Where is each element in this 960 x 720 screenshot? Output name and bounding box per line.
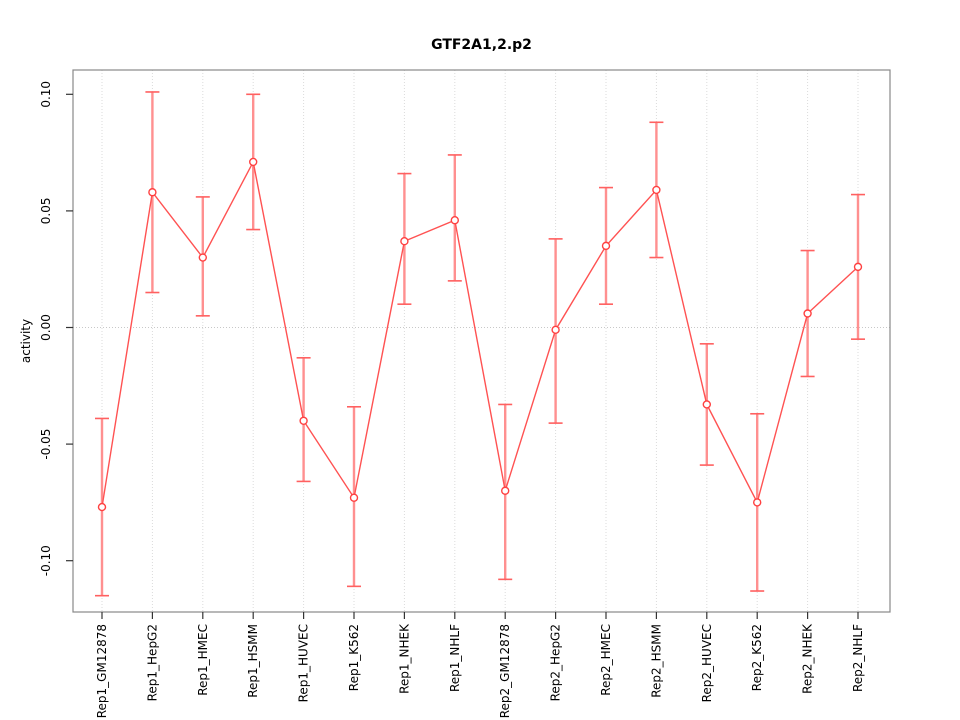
data-point-marker bbox=[652, 185, 661, 195]
data-points bbox=[97, 157, 863, 512]
data-point-marker bbox=[148, 188, 157, 197]
data-point-marker bbox=[198, 253, 208, 262]
series-polyline bbox=[101, 159, 859, 508]
x-category-label: Rep2_HepG2 bbox=[549, 624, 563, 701]
plot-border bbox=[72, 69, 891, 613]
labels: 0.10 0.05 0.00 -0.05 -0.10 Rep1_GM12878 Rep1_H… bbox=[19, 37, 865, 718]
y-tick-label: 0.00 bbox=[39, 314, 53, 341]
x-category-label: Rep2_HSMM bbox=[649, 624, 663, 698]
data-point-marker bbox=[853, 262, 863, 272]
x-category-label: Rep1_HMEC bbox=[196, 624, 210, 696]
data-point-marker bbox=[501, 486, 510, 495]
data-point-marker bbox=[702, 400, 711, 409]
y-tick-label: 0.05 bbox=[39, 198, 53, 225]
data-point-marker bbox=[248, 157, 258, 167]
y-tick-label: -0.05 bbox=[39, 429, 53, 460]
data-point-marker bbox=[753, 498, 762, 507]
x-category-label: Rep2_GM12878 bbox=[498, 624, 512, 718]
y-axis-label: activity bbox=[19, 319, 33, 363]
data-point-marker bbox=[803, 309, 812, 318]
x-category-label: Rep2_HUVEC bbox=[700, 624, 714, 702]
x-category-label: Rep2_K562 bbox=[750, 624, 764, 691]
axes bbox=[66, 69, 891, 619]
y-tick-label: -0.10 bbox=[39, 545, 53, 576]
x-category-label: Rep1_NHLF bbox=[448, 624, 462, 692]
data-point-marker bbox=[349, 493, 359, 502]
data-point-marker bbox=[97, 502, 107, 512]
x-category-label: Rep1_HepG2 bbox=[145, 624, 159, 701]
data-point-marker bbox=[601, 241, 611, 251]
x-category-label: Rep1_HUVEC bbox=[297, 624, 311, 702]
x-category-label: Rep2_HMEC bbox=[599, 624, 613, 696]
x-category-label: Rep1_K562 bbox=[347, 624, 361, 691]
x-category-label: Rep1_HSMM bbox=[246, 624, 260, 698]
data-point-marker bbox=[400, 237, 409, 246]
y-tick-label: 0.10 bbox=[39, 81, 53, 108]
data-point-marker bbox=[299, 416, 308, 425]
series-line bbox=[101, 159, 859, 508]
error-bars bbox=[95, 91, 865, 597]
gridlines bbox=[73, 70, 890, 612]
x-category-label: Rep1_NHEK bbox=[397, 623, 411, 694]
chart-title: GTF2A1,2.p2 bbox=[431, 37, 532, 53]
x-category-label: Rep2_NHLF bbox=[851, 624, 865, 692]
x-category-label: Rep1_GM12878 bbox=[95, 624, 109, 718]
data-point-marker bbox=[450, 216, 459, 225]
data-point-marker bbox=[551, 325, 560, 335]
x-category-label: Rep2_NHEK bbox=[801, 623, 815, 694]
